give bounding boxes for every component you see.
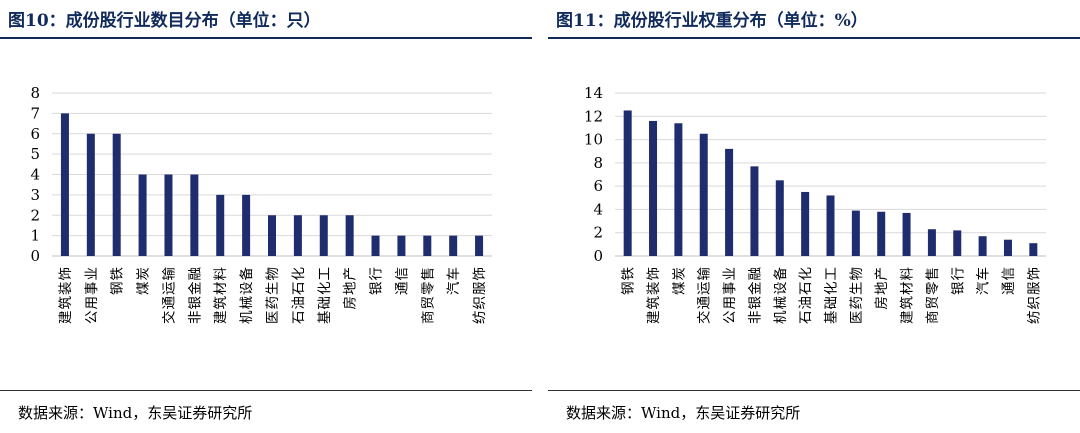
category-label: 非银金融: [747, 266, 763, 324]
figure-title: 图10：成份股行业数目分布（单位：只）: [8, 11, 321, 31]
category-label: 建筑装饰: [646, 266, 662, 324]
chart-panel-left: 图10：成份股行业数目分布（单位：只） 0 1 2 3 4 5 6 7 8 建筑装饰 公用事业 钢铁煤…: [0, 0, 532, 433]
bar: [927, 229, 936, 256]
y-tick-label: 12: [584, 107, 603, 125]
source-note: 数据来源：Wind，东吴证券研究所: [566, 404, 801, 422]
category-label: 交通运输: [160, 266, 177, 324]
bar: [293, 215, 302, 256]
y-tick-label: 14: [584, 84, 603, 102]
y-tick-label: 0: [30, 247, 40, 265]
y-tick-label: 10: [584, 131, 603, 149]
y-tick-label: 8: [593, 154, 603, 172]
bar: [1029, 243, 1038, 256]
bar: [623, 110, 632, 256]
bar: [953, 230, 962, 256]
bar-chart-industry-weight: 0 2 4 6 8 10 12 14 钢铁 建筑装饰 煤炭 交通运输 公用事业 非银金融 机械设备 石油石化基…: [584, 84, 1046, 324]
bar: [725, 148, 734, 256]
category-label: 通信: [394, 266, 410, 295]
y-tick-label: 1: [30, 227, 40, 245]
category-label: 基础化工: [823, 266, 840, 324]
category-label: 医药生物: [849, 266, 865, 324]
category-label: 机械设备: [772, 266, 789, 324]
category-label: 石油石化: [798, 266, 814, 324]
y-tick-label: 0: [593, 247, 603, 265]
category-label: 石油石化: [291, 266, 307, 324]
bar: [649, 120, 658, 256]
y-tick-label: 2: [593, 224, 603, 242]
bar: [268, 215, 276, 256]
bar: [216, 194, 225, 256]
y-tick-label: 5: [30, 145, 40, 163]
category-label: 汽车: [975, 266, 992, 295]
category-label: 公用事业: [84, 266, 100, 324]
chart-panel-right: 图11：成份股行业权重分布（单位：%） 0 2 4 6 8 10 12 14 钢铁 建筑装饰 煤炭交…: [548, 0, 1080, 433]
bar: [978, 236, 987, 256]
category-label: 煤炭: [671, 266, 687, 295]
y-tick-label: 6: [30, 125, 40, 143]
source-rule: [0, 390, 532, 391]
category-label: 纺织服饰: [1026, 266, 1042, 324]
y-tick-label: 8: [30, 84, 40, 102]
y-tick-label: 6: [593, 177, 603, 195]
title-rule: [0, 37, 532, 39]
category-label: 建筑材料: [213, 266, 229, 324]
category-label: 纺织服饰: [472, 266, 488, 324]
category-label: 房地产: [874, 266, 890, 310]
bar-chart-industry-count: 0 1 2 3 4 5 6 7 8 建筑装饰 公用事业 钢铁 煤炭 交通运输 非银金融 建筑材料 机械设备 医药生…: [30, 84, 492, 324]
y-tick-label: 3: [30, 186, 40, 204]
category-label: 交通运输: [696, 266, 713, 324]
category-label: 建筑材料: [900, 266, 916, 324]
category-label: 建筑装饰: [58, 266, 74, 324]
category-label: 银行: [369, 266, 385, 295]
category-label: 公用事业: [722, 266, 738, 324]
bar: [319, 215, 328, 256]
y-tick-label: 4: [593, 200, 603, 218]
bar: [801, 191, 810, 256]
bar: [190, 174, 199, 256]
category-label: 机械设备: [238, 266, 255, 324]
bar: [345, 215, 354, 256]
bar: [397, 235, 406, 256]
source-rule: [548, 390, 1080, 391]
bar: [674, 123, 683, 257]
title-rule: [548, 37, 1080, 39]
category-label: 非银金融: [187, 266, 203, 324]
bar: [164, 174, 173, 256]
bar: [371, 235, 380, 256]
bar: [826, 195, 835, 256]
bar: [851, 210, 860, 256]
category-label: 通信: [1001, 266, 1017, 295]
category-label: 医药生物: [265, 266, 281, 324]
y-tick-label: 2: [30, 206, 40, 224]
bar: [60, 113, 69, 256]
figure-title: 图11：成份股行业权重分布（单位：%）: [556, 11, 868, 31]
bar: [1003, 239, 1012, 256]
category-label: 商贸零售: [420, 266, 436, 324]
bar: [750, 166, 759, 256]
bar: [423, 235, 432, 256]
category-label: 基础化工: [316, 266, 333, 324]
bar: [475, 235, 484, 256]
bar: [112, 133, 121, 256]
bar: [902, 212, 911, 256]
category-label: 房地产: [343, 266, 359, 310]
y-tick-label: 4: [30, 166, 40, 184]
category-label: 煤炭: [136, 266, 152, 295]
bar: [877, 211, 886, 256]
bar: [86, 133, 95, 256]
category-label: 钢铁: [621, 266, 637, 295]
category-label: 汽车: [445, 266, 462, 295]
bar: [242, 194, 251, 256]
category-label: 银行: [950, 266, 966, 295]
source-note: 数据来源：Wind，东吴证券研究所: [18, 404, 253, 422]
category-label: 商贸零售: [925, 266, 941, 324]
bar: [775, 180, 784, 256]
category-label: 钢铁: [110, 266, 126, 295]
y-tick-label: 7: [30, 104, 40, 122]
bar: [138, 174, 147, 256]
bar: [699, 133, 708, 256]
bar: [449, 235, 458, 256]
